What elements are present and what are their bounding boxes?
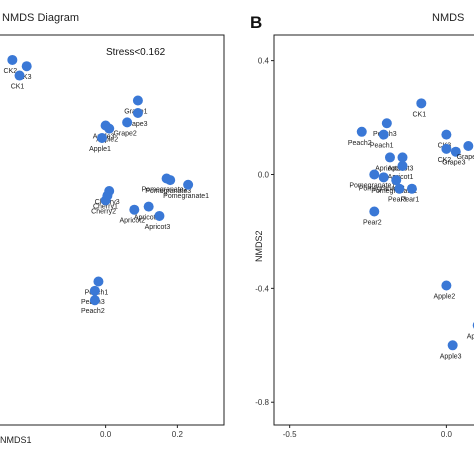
panel-b-point-label: Apple3 <box>440 353 462 360</box>
panel-b-point-label: Pomegranate2 <box>371 188 417 195</box>
panel-b-y-tick-label: 0.0 <box>258 170 270 179</box>
panel-a-point-label: Pomegranate1 <box>163 193 209 200</box>
panel-a-point-label: Grape3 <box>124 121 147 128</box>
panel-a-point-label: CK3 <box>18 74 32 81</box>
panel-b-letter: B <box>250 13 262 32</box>
panel-b-point <box>441 129 452 140</box>
panel-b-point-label: Apple2 <box>433 294 455 301</box>
panel-a-point-label: Pomegranate2 <box>142 187 188 194</box>
panel-b-point-label: Grape3 <box>442 160 465 167</box>
panel-a-title: NMDS Diagram <box>2 12 79 24</box>
panel-b-point <box>378 172 389 183</box>
panel-b-point-label: Peach1 <box>370 143 394 150</box>
panel-b-y-axis-label: NMDS2 <box>254 230 264 262</box>
panel-a-point <box>183 179 194 190</box>
panel-a-frame <box>0 34 225 426</box>
panel-a-point <box>93 276 104 287</box>
panel-b-point-label: Grape <box>457 154 474 161</box>
panel-b-y-tick-label: -0.8 <box>255 398 269 407</box>
panel-b-point-label: Apricot2 <box>375 165 401 172</box>
panel-b-y-tick-label: -0.4 <box>255 284 269 293</box>
panel-a-point-label: Cherry1 <box>93 204 118 211</box>
panel-b-point <box>441 143 452 154</box>
panel-b-point-label: Pomegranate1 <box>349 182 395 189</box>
panel-a-point-label: CK1 <box>11 84 25 91</box>
panel-a-point <box>97 132 108 143</box>
panel-a-point <box>21 61 32 72</box>
panel-b-point <box>450 146 461 157</box>
panel-b-x-ticks: -0.5 0.0 <box>283 425 453 439</box>
panel-a-point <box>89 285 100 296</box>
panel-a-stress-annotation: Stress<0.162 <box>106 47 166 58</box>
panel-b-point <box>381 118 392 129</box>
panel-a-x-tick-label: 0.2 <box>172 430 184 439</box>
panel-b-y-ticks: 0.4 0.0 -0.4 -0.8 <box>255 57 274 407</box>
panel-a-point-label: Apricot3 <box>145 224 171 231</box>
panel-b-point <box>397 152 408 163</box>
panel-b-points: Peach3Peach1Peach2CK1CK3CK2Grape3GrapeAp… <box>348 98 474 360</box>
panel-a-point <box>143 201 154 212</box>
panel-b-point-label: Pear2 <box>363 219 382 226</box>
panel-b-point <box>394 183 405 194</box>
panel-b-point <box>369 206 380 217</box>
panel-a-x-ticks: 0.0 0.2 <box>100 425 183 439</box>
panel-b-point <box>378 129 389 140</box>
panel-a-point <box>100 195 111 206</box>
panel-b-point-label: Peach2 <box>348 140 372 147</box>
panel-b-point <box>384 152 395 163</box>
panel-b-point <box>416 98 427 109</box>
panel-b-point-label: Pear1 <box>401 197 420 204</box>
panel-b-point <box>369 169 380 180</box>
panel-b-point <box>447 340 458 351</box>
panel-b-point <box>397 160 408 171</box>
panel-a-x-axis-label: NMDS1 <box>0 435 32 445</box>
panel-b-point-label: Apple <box>467 333 474 340</box>
panel-a-point-label: Apple2 <box>96 137 118 144</box>
panel-a-point-label: Apricot2 <box>119 218 145 225</box>
panel-b-frame <box>273 34 474 426</box>
panel-a-point <box>104 123 115 134</box>
panel-a-point-label: CK2 <box>4 68 18 75</box>
panel-b-point-label: CK2 <box>438 157 452 164</box>
panel-a-point-label: Pomegranate3 <box>145 188 191 195</box>
panel-a-point <box>14 70 25 81</box>
panel-a-point-label: Peach2 <box>81 308 105 315</box>
panel-b-x-tick-label: -0.5 <box>283 430 297 439</box>
panel-a-point <box>7 54 18 65</box>
panel-a-point <box>165 175 176 186</box>
panel-a-point <box>154 210 165 221</box>
panel-b-point <box>356 126 367 137</box>
panel-b-point <box>391 175 402 186</box>
panel-b-point <box>463 141 474 152</box>
panel-a-point <box>129 204 140 215</box>
panel-b-title: NMDS <box>432 12 464 24</box>
panel-a-point-label: Cherry2 <box>91 208 116 215</box>
panel-a-point-label: Apple1 <box>89 146 111 153</box>
panel-b-point-label: CK1 <box>413 111 427 118</box>
panel-a-point <box>132 108 143 118</box>
panel-a-point <box>89 295 100 306</box>
panel-a-x-tick-label: 0.0 <box>100 430 112 439</box>
panel-b-point <box>441 280 452 291</box>
panel-a-point <box>122 117 133 128</box>
panel-b-point-label: Pomegranate3 <box>359 185 405 192</box>
panel-b-point-label: Pear3 <box>388 197 407 204</box>
panel-b-y-tick-label: 0.4 <box>258 57 270 66</box>
panel-a-point-label: Apricot1 <box>134 215 160 222</box>
panel-a-points: CK2CK3CK1Grape1Grape3Grape2Apple3Apple2A… <box>4 54 209 315</box>
panel-a-point <box>132 95 143 106</box>
panel-b-point <box>406 183 417 194</box>
panel-b-point-label: Apricot1 <box>388 174 414 181</box>
panel-b-x-tick-label: 0.0 <box>441 430 453 439</box>
panel-b: B NMDS -0.5 0.0 0.4 0.0 -0.4 -0.8 NMDS2 Peac… <box>250 12 474 439</box>
panel-a-point-label: Grape2 <box>113 130 136 137</box>
